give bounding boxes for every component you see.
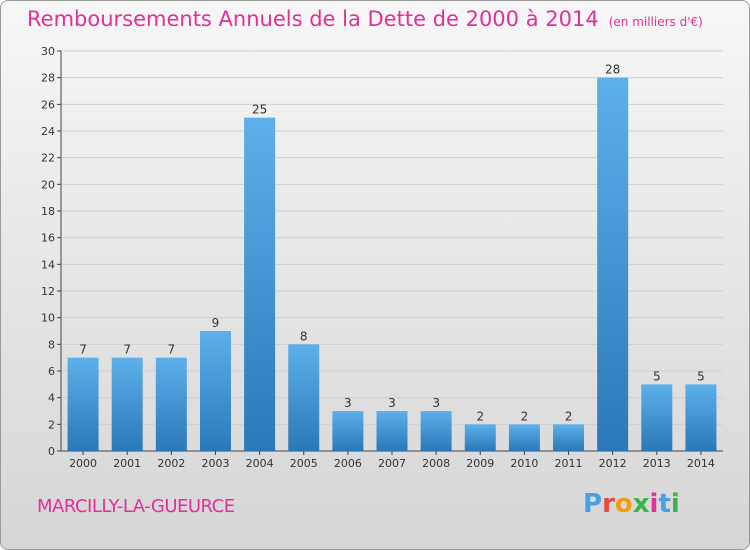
logo-letter: i — [649, 489, 659, 519]
y-tick-label: 22 — [41, 152, 55, 165]
bar — [288, 344, 320, 451]
data-label: 25 — [252, 103, 267, 117]
data-label: 2 — [521, 409, 529, 423]
x-tick-label: 2006 — [334, 457, 362, 470]
x-tick-label: 2013 — [643, 457, 671, 470]
y-tick-label: 4 — [48, 392, 55, 405]
y-tick-label: 26 — [41, 98, 55, 111]
x-tick-label: 2007 — [378, 457, 406, 470]
bar — [597, 77, 629, 452]
x-tick-label: 2003 — [201, 457, 229, 470]
y-tick-label: 8 — [48, 338, 55, 351]
chart-title-text: Remboursements Annuels de la Dette de 20… — [27, 7, 599, 31]
bar — [199, 331, 231, 451]
bar — [376, 411, 408, 451]
x-tick-label: 2001 — [113, 457, 141, 470]
x-tick-label: 2009 — [466, 457, 494, 470]
bar — [508, 424, 540, 451]
chart-title: Remboursements Annuels de la Dette de 20… — [27, 7, 703, 31]
data-label: 2 — [476, 409, 484, 423]
logo-letter: r — [602, 489, 615, 519]
x-tick-label: 2011 — [555, 457, 583, 470]
town-name: MARCILLY-LA-GUEURCE — [37, 496, 235, 517]
bar — [685, 384, 717, 451]
bar — [244, 117, 276, 452]
logo-letter: P — [583, 489, 603, 519]
data-label: 3 — [344, 396, 352, 410]
x-tick-label: 2008 — [422, 457, 450, 470]
y-tick-label: 20 — [41, 178, 55, 191]
data-label: 7 — [123, 343, 131, 357]
x-tick-label: 2000 — [69, 457, 97, 470]
logo-letter: x — [632, 489, 650, 519]
bar — [332, 411, 364, 451]
y-tick-label: 6 — [48, 365, 55, 378]
data-label: 28 — [605, 63, 620, 77]
x-tick-label: 2014 — [687, 457, 715, 470]
bar — [67, 357, 99, 451]
data-label: 2 — [565, 409, 573, 423]
x-tick-label: 2004 — [246, 457, 274, 470]
y-tick-label: 18 — [41, 205, 55, 218]
data-label: 5 — [653, 369, 661, 383]
x-tick-label: 2002 — [157, 457, 185, 470]
bar — [553, 424, 585, 451]
data-label: 3 — [388, 396, 396, 410]
data-label: 3 — [432, 396, 440, 410]
bar — [111, 357, 143, 451]
chart-unit: (en milliers d'€) — [608, 15, 703, 29]
y-tick-label: 16 — [41, 232, 55, 245]
y-tick-label: 14 — [41, 258, 55, 271]
bar — [420, 411, 452, 451]
data-label: 5 — [697, 369, 705, 383]
x-tick-label: 2005 — [290, 457, 318, 470]
logo-letter: i — [670, 489, 680, 519]
x-tick-label: 2012 — [599, 457, 627, 470]
y-tick-label: 10 — [41, 312, 55, 325]
y-tick-label: 24 — [41, 125, 55, 138]
x-tick-label: 2010 — [510, 457, 538, 470]
proxiti-logo: Proxiti — [583, 489, 680, 519]
bar — [155, 357, 187, 451]
y-tick-label: 12 — [41, 285, 55, 298]
bar — [464, 424, 496, 451]
y-tick-label: 0 — [48, 445, 55, 458]
bar — [641, 384, 673, 451]
data-label: 7 — [79, 343, 87, 357]
y-tick-label: 30 — [41, 45, 55, 58]
y-tick-label: 28 — [41, 72, 55, 85]
logo-letter: t — [658, 489, 671, 519]
data-label: 8 — [300, 329, 308, 343]
y-tick-label: 2 — [48, 418, 55, 431]
data-label: 9 — [212, 316, 220, 330]
data-label: 7 — [168, 343, 176, 357]
logo-letter: o — [614, 489, 633, 519]
